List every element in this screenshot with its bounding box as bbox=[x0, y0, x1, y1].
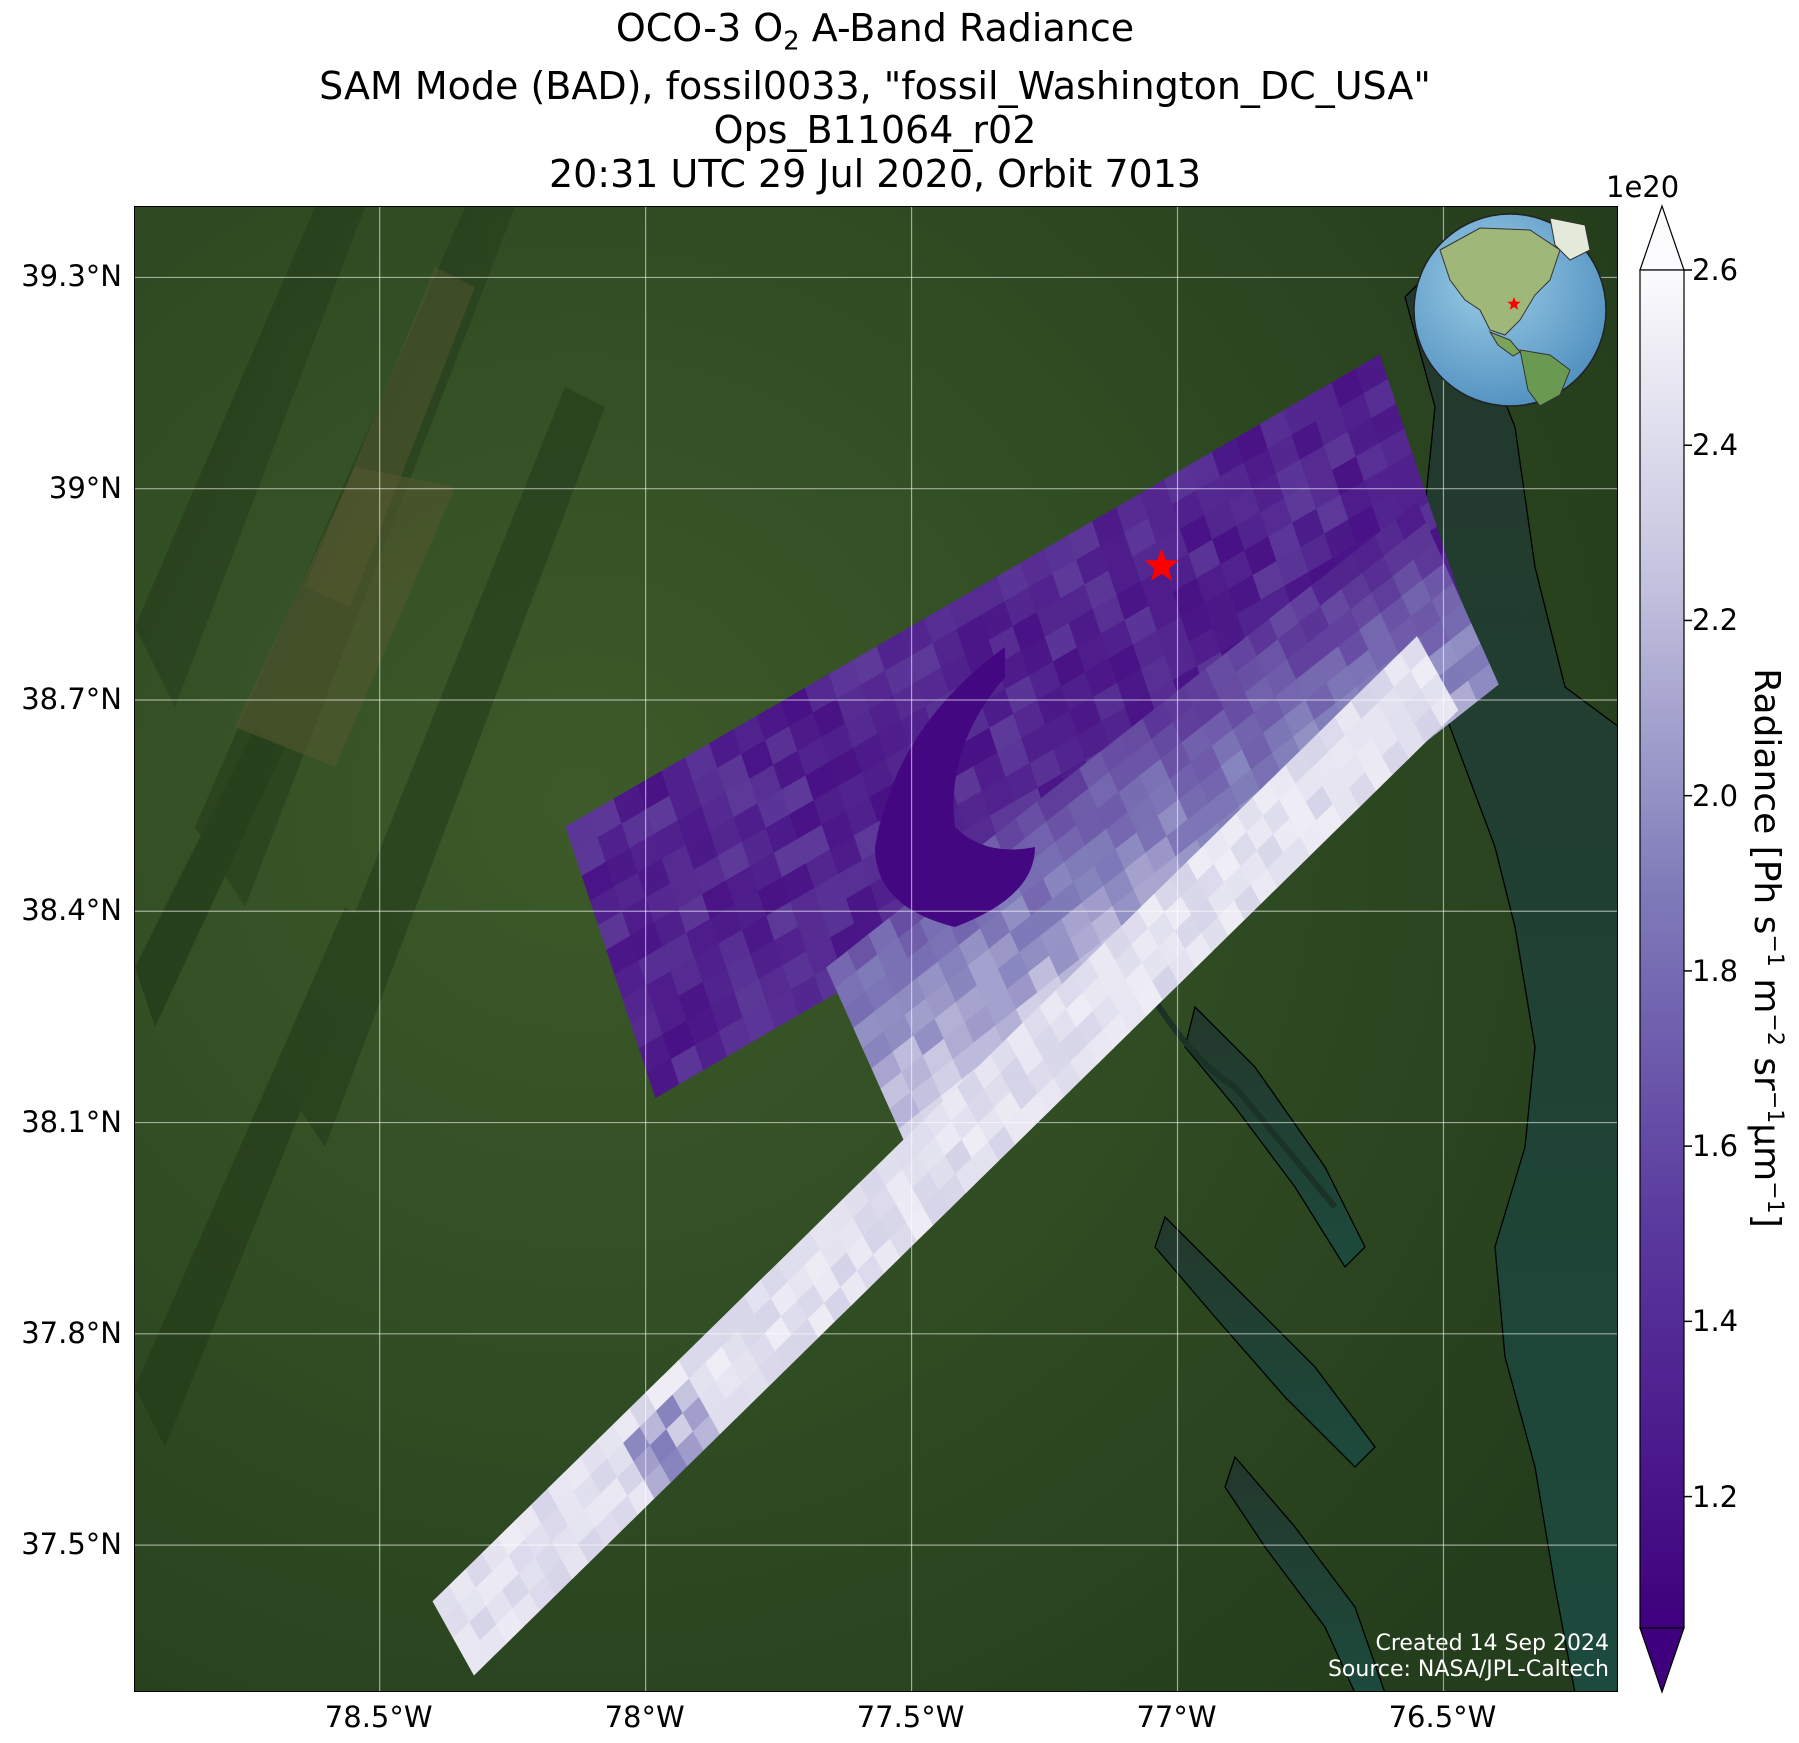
map-canvas bbox=[135, 207, 1617, 1691]
ridge-valley-shading bbox=[135, 207, 605, 1447]
x-tick-label: 76.5°W bbox=[1388, 1700, 1497, 1734]
colorbar-tick-label: 2.0 bbox=[1692, 778, 1739, 813]
colorbar-tick-label: 1.8 bbox=[1692, 953, 1739, 988]
title-line-2: SAM Mode (BAD), fossil0033, "fossil_Wash… bbox=[319, 63, 1431, 108]
colorbar-tick-marks bbox=[1684, 269, 1692, 1498]
chart-title: OCO-3 O2 A-Band Radiance SAM Mode (BAD),… bbox=[0, 6, 1750, 196]
central-america-landmass bbox=[1488, 330, 1521, 357]
inset-globe bbox=[1413, 213, 1607, 407]
colorbar-axis-label: Radiance [Ph s−1 m−2 sr−1μm−1] bbox=[1746, 668, 1794, 1227]
greenland-landmass bbox=[1549, 217, 1591, 261]
cbar-label-part: ] bbox=[1746, 1213, 1787, 1228]
title-subscript: 2 bbox=[783, 26, 800, 57]
y-tick-label: 37.8°N bbox=[21, 1315, 122, 1350]
cbar-label-sup: −1 bbox=[1762, 1090, 1787, 1124]
colorbar-tick-label: 2.2 bbox=[1692, 603, 1739, 638]
colorbar: 1.2 1.4 1.6 1.8 2.0 2.2 2.4 2.6 bbox=[1639, 204, 1799, 1694]
y-tick-label: 37.5°N bbox=[21, 1527, 122, 1562]
cbar-label-sup: −1 bbox=[1762, 934, 1787, 967]
colorbar-body bbox=[1639, 269, 1685, 1629]
colorbar-tick-label: 1.2 bbox=[1692, 1479, 1739, 1514]
gridlines bbox=[135, 207, 1617, 1691]
target-marker bbox=[1144, 548, 1179, 581]
cbar-label-sup: −2 bbox=[1762, 1013, 1787, 1046]
cbar-label-part: m bbox=[1746, 966, 1787, 1014]
low-radiance-region bbox=[875, 647, 1035, 927]
x-tick-label: 77°W bbox=[1136, 1700, 1217, 1734]
title-line-1: OCO-3 O2 A-Band Radiance bbox=[0, 6, 1750, 64]
title-suffix: A-Band Radiance bbox=[799, 6, 1135, 50]
title-line-4: 20:31 UTC 29 Jul 2020, Orbit 7013 bbox=[548, 151, 1202, 196]
title-prefix: OCO-3 O bbox=[615, 6, 784, 50]
colorbar-tick-label: 2.4 bbox=[1692, 428, 1739, 463]
y-tick-label: 38.7°N bbox=[21, 681, 122, 716]
y-tick-label: 39°N bbox=[48, 470, 122, 505]
inset-target-star bbox=[1507, 297, 1521, 310]
colorbar-tick-label: 1.6 bbox=[1692, 1129, 1739, 1164]
credit-created: Created 14 Sep 2024 bbox=[1375, 1631, 1610, 1656]
x-tick-label: 78°W bbox=[604, 1700, 685, 1734]
colorbar-extend-bottom bbox=[1639, 1627, 1685, 1694]
north-america-landmass bbox=[1439, 227, 1561, 336]
x-tick-label: 78.5°W bbox=[324, 1700, 433, 1734]
x-tick-label: 77.5°W bbox=[856, 1700, 965, 1734]
map-panel[interactable]: Created 14 Sep 2024 Source: NASA/JPL-Cal… bbox=[134, 206, 1618, 1692]
colorbar-tick-label: 1.4 bbox=[1692, 1304, 1739, 1339]
colorbar-tick-label: 2.6 bbox=[1692, 253, 1739, 287]
radiance-footprint bbox=[1467, 663, 1499, 702]
cbar-label-part: sr bbox=[1746, 1045, 1787, 1091]
cbar-label-part: Radiance [Ph s bbox=[1746, 668, 1787, 935]
colorbar-extend-top bbox=[1639, 204, 1685, 271]
y-tick-label: 38.1°N bbox=[21, 1104, 122, 1139]
south-america-landmass bbox=[1519, 349, 1571, 407]
credit-source: Source: NASA/JPL-Caltech bbox=[1327, 1657, 1609, 1682]
y-tick-label: 38.4°N bbox=[21, 893, 122, 928]
title-line-3: Ops_B11064_r02 bbox=[713, 107, 1037, 152]
cbar-label-part: μm bbox=[1746, 1123, 1787, 1182]
target-star bbox=[1144, 548, 1179, 581]
colorbar-gradient bbox=[1639, 204, 1692, 1694]
colorbar-exponent: 1e20 bbox=[1606, 170, 1680, 204]
radiance-swaths bbox=[432, 354, 1499, 1676]
y-tick-label: 39.3°N bbox=[21, 259, 122, 294]
cbar-label-sup: −1 bbox=[1762, 1181, 1787, 1214]
